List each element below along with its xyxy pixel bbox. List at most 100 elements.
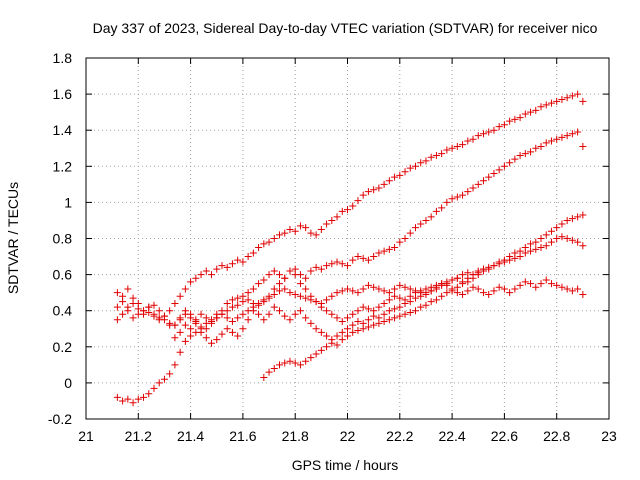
data-point [302, 357, 310, 365]
data-point [558, 133, 566, 141]
data-point [160, 312, 168, 320]
data-point [129, 294, 137, 302]
x-tick-label: 21 [78, 428, 94, 444]
data-point [281, 359, 289, 367]
data-point [249, 249, 257, 257]
data-point [542, 139, 550, 147]
data-point [349, 202, 357, 210]
data-point [469, 283, 477, 291]
data-point [464, 188, 472, 196]
data-point [401, 168, 409, 176]
data-point [276, 271, 284, 279]
data-point [380, 247, 388, 255]
data-point [370, 253, 378, 261]
data-point [527, 108, 535, 116]
data-point [291, 359, 299, 367]
data-point [113, 316, 121, 324]
data-point [192, 319, 200, 327]
data-point [443, 146, 451, 154]
data-point [281, 274, 289, 282]
data-point [579, 211, 587, 219]
data-point [537, 235, 545, 242]
data-point [276, 361, 284, 369]
data-point [563, 132, 571, 140]
data-point [155, 316, 163, 324]
chart-title: Day 337 of 2023, Sidereal Day-to-day VTE… [93, 20, 598, 36]
data-point [459, 191, 467, 199]
data-point [344, 206, 351, 214]
data-point [260, 296, 268, 304]
data-point [558, 220, 566, 228]
data-point [239, 325, 247, 333]
data-point [506, 253, 514, 261]
data-point [307, 319, 315, 327]
data-point [469, 135, 477, 143]
data-point [349, 256, 357, 264]
data-point [307, 267, 315, 275]
data-point [500, 121, 508, 129]
data-point [391, 244, 399, 252]
data-point [568, 287, 576, 295]
data-point [181, 337, 189, 345]
data-point [328, 310, 336, 318]
data-point [532, 245, 540, 253]
data-point [218, 310, 226, 318]
data-point [485, 290, 493, 298]
data-point [276, 287, 284, 295]
data-point [302, 294, 310, 302]
data-point [323, 296, 331, 304]
data-point [375, 314, 383, 322]
data-point [307, 229, 315, 237]
data-point [286, 225, 294, 233]
data-point [459, 278, 467, 286]
data-point [349, 321, 357, 329]
data-point [223, 307, 231, 315]
data-point [255, 244, 263, 252]
data-point [558, 233, 566, 241]
data-point [385, 307, 393, 315]
data-point [140, 393, 148, 401]
data-point [160, 375, 168, 383]
data-point [312, 350, 320, 358]
data-point [459, 141, 467, 149]
data-point [527, 247, 535, 255]
data-point [234, 301, 242, 309]
data-point [338, 207, 346, 215]
data-point [317, 328, 325, 336]
data-point [422, 301, 430, 309]
data-point [234, 256, 242, 264]
y-tick-label: 1.2 [53, 158, 73, 174]
data-point [370, 283, 378, 291]
data-point [474, 269, 482, 277]
data-point [228, 296, 236, 304]
data-point [228, 318, 236, 326]
y-tick-label: 0.4 [53, 303, 73, 319]
data-point [547, 238, 555, 246]
data-point [495, 123, 503, 131]
data-point [145, 390, 153, 398]
data-point [516, 247, 524, 255]
data-point [479, 177, 487, 185]
x-tick-label: 21.8 [282, 428, 309, 444]
data-point [385, 296, 393, 304]
y-axis-title: SDTVAR / TECUs [5, 182, 21, 294]
points-layer [113, 90, 587, 407]
data-point [270, 285, 278, 293]
data-point [296, 222, 304, 230]
data-point [286, 316, 294, 324]
x-tick-label: 22 [340, 428, 356, 444]
data-point [302, 224, 310, 232]
data-point [542, 276, 550, 284]
data-point [563, 216, 571, 224]
data-point [380, 299, 388, 307]
data-point [359, 191, 367, 199]
data-point [391, 173, 399, 181]
data-point [354, 253, 362, 261]
data-point [453, 283, 461, 291]
data-point [208, 339, 216, 347]
data-point [328, 216, 336, 224]
data-point [312, 325, 320, 333]
data-point [354, 289, 362, 297]
data-point [302, 285, 310, 293]
data-point [113, 303, 121, 311]
